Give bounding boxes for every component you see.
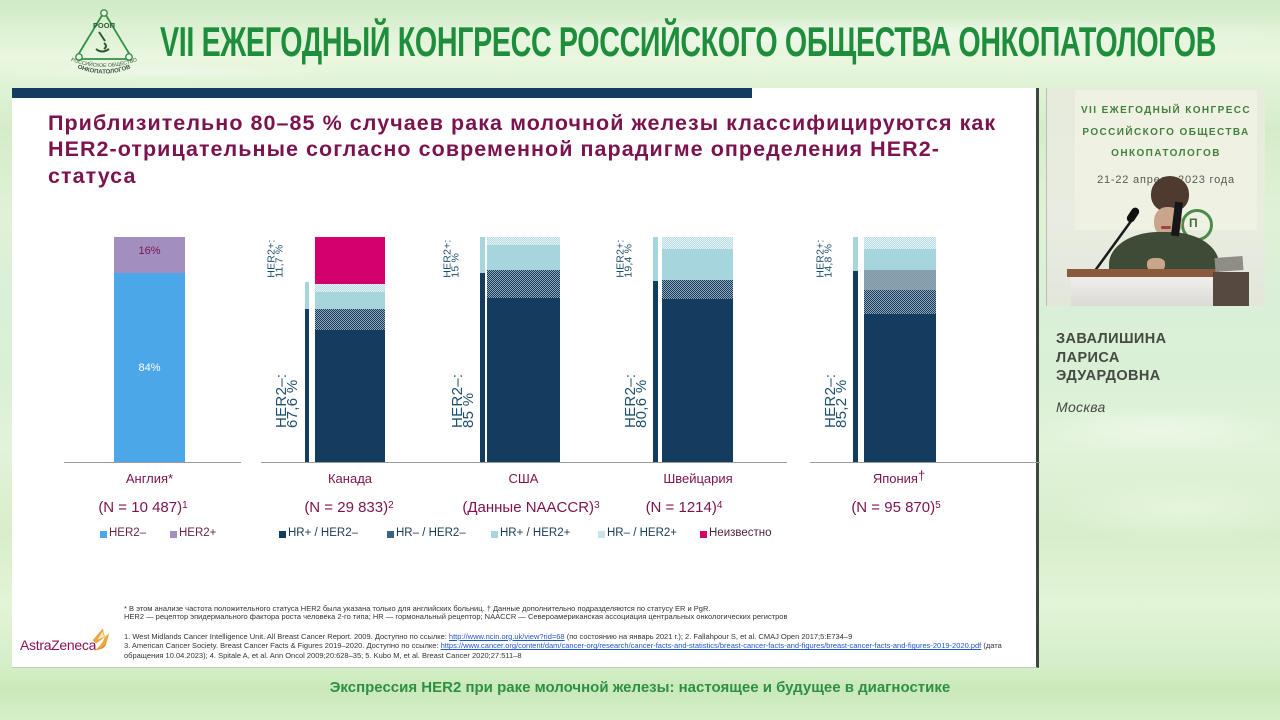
svg-text:РООП: РООП [93, 21, 115, 30]
svg-text:РОССИЙСКОЕ ОБЩЕСТВО: РОССИЙСКОЕ ОБЩЕСТВО [70, 57, 138, 69]
svg-text:ОНКОПАТОЛОГОВ: ОНКОПАТОЛОГОВ [77, 64, 133, 75]
